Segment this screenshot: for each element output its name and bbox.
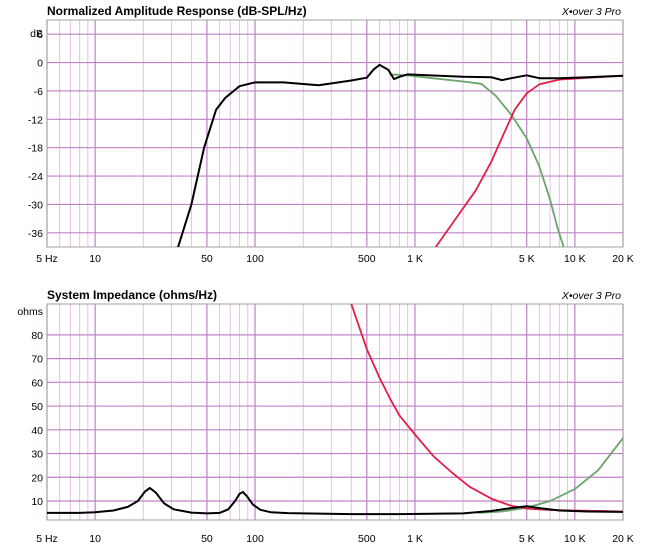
y-tick-label: 40 [31, 425, 43, 437]
y-tick-label: -18 [28, 143, 43, 155]
chart-panel-1: Normalized Amplitude Response (dB-SPL/Hz… [28, 4, 634, 265]
x-tick-label: 20 K [612, 533, 634, 545]
x-tick-label: 10 K [564, 533, 586, 545]
x-tick-label: 5 Hz [36, 253, 58, 265]
y-tick-label: -30 [28, 199, 43, 211]
x-tick-label: 20 K [612, 253, 634, 265]
y-tick-label: 70 [31, 354, 43, 366]
x-tick-label: 1 K [407, 533, 423, 545]
plot-frame [46, 19, 624, 248]
plot-area [47, 20, 623, 247]
major-grid [46, 304, 624, 520]
x-tick-label: 5 Hz [36, 533, 58, 545]
y-tick-label: 50 [31, 401, 43, 413]
series-line-1 [389, 73, 565, 247]
y-tick-label: -6 [34, 86, 43, 98]
x-tick-label: 100 [246, 253, 264, 265]
x-tick-label: 10 [89, 253, 101, 265]
x-tick-label: 500 [358, 253, 376, 265]
series-line-1 [477, 437, 623, 514]
y-tick-label: 80 [31, 330, 43, 342]
y-tick-label: 0 [37, 58, 43, 70]
y-tick-label: 30 [31, 449, 43, 461]
chart-brand-label: X•over 3 Pro [561, 6, 621, 18]
x-tick-label: 1 K [407, 253, 423, 265]
y-tick-label: -36 [28, 228, 43, 240]
plot-area [47, 304, 623, 520]
series-line-3 [177, 63, 623, 247]
x-tick-label: 100 [246, 533, 264, 545]
y-tick-label: 20 [31, 472, 43, 484]
chart-panel-2: System Impedance (ohms/Hz) X•over 3 Pro oh… [17, 288, 633, 545]
chart-title: System Impedance (ohms/Hz) [47, 288, 217, 302]
x-tick-label: 50 [201, 533, 213, 545]
chart-title: Normalized Amplitude Response (dB-SPL/Hz… [47, 4, 307, 18]
minor-grid [59, 304, 569, 520]
y-unit-label: dB [30, 28, 43, 40]
x-tick-label: 500 [358, 533, 376, 545]
series-line-3 [47, 487, 623, 516]
y-tick-label: -12 [28, 114, 43, 126]
y-unit-label: ohms [17, 306, 43, 318]
y-tick-label: 10 [31, 496, 43, 508]
y-tick-label: -24 [28, 171, 43, 183]
chart-brand-label: X•over 3 Pro [561, 290, 621, 302]
y-tick-label: 60 [31, 377, 43, 389]
y-tick-label: 6 [37, 29, 43, 41]
x-tick-label: 50 [201, 253, 213, 265]
x-tick-label: 5 K [519, 253, 535, 265]
x-tick-label: 5 K [519, 533, 535, 545]
major-grid [46, 20, 624, 247]
plot-frame [46, 303, 624, 521]
x-tick-label: 10 K [564, 253, 586, 265]
minor-grid [59, 20, 569, 247]
x-tick-label: 10 [89, 533, 101, 545]
